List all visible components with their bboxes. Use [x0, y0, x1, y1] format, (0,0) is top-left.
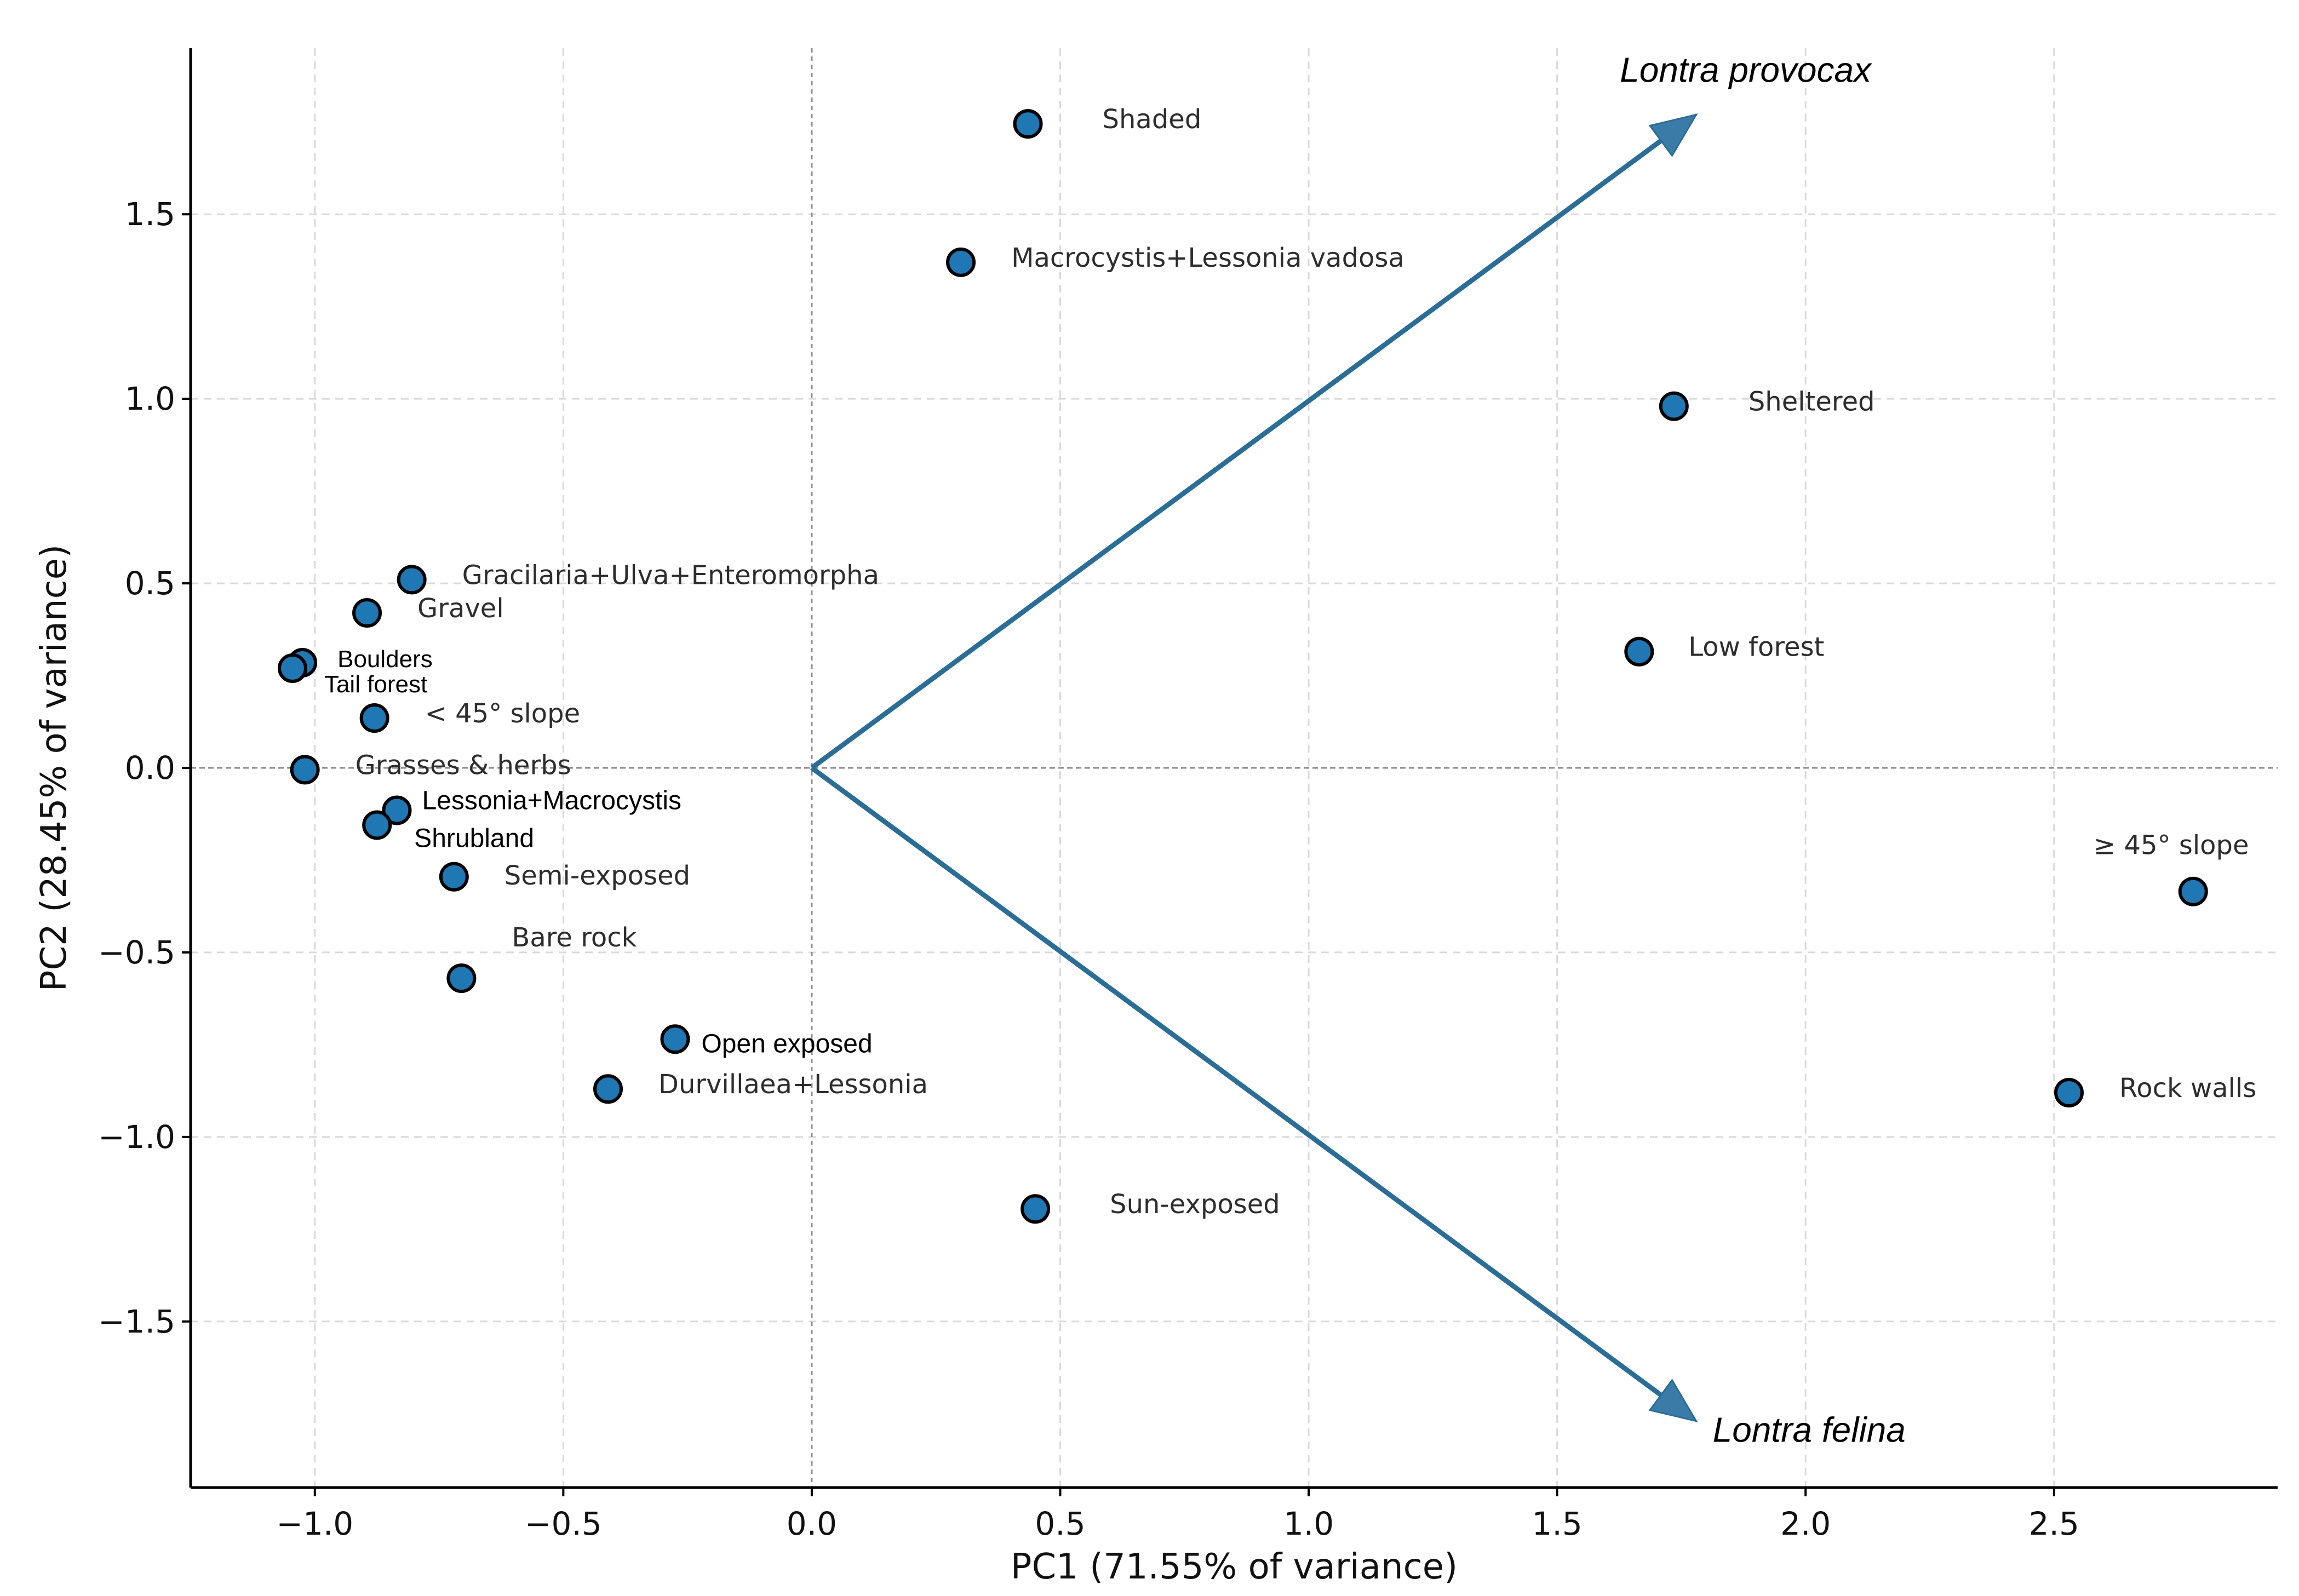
x-axis-label: PC1 (71.55% of variance): [1011, 1547, 1458, 1587]
point-label: Bare rock: [512, 922, 637, 953]
data-point: [382, 795, 412, 825]
vector-line: [810, 139, 1662, 770]
data-point: [1020, 1194, 1051, 1224]
data-point: [2178, 876, 2208, 906]
y-tick-label: 1.5: [125, 196, 175, 233]
y-axis-label: PC2 (28.45% of variance): [34, 544, 74, 991]
point-label: Open exposed: [701, 1029, 872, 1058]
data-point: [446, 963, 477, 994]
vector-label: Lontra provocax: [1620, 50, 1872, 89]
x-tick-label: −0.5: [525, 1505, 602, 1542]
vector-label: Lontra felina: [1713, 1410, 1906, 1450]
y-tick-label: −0.5: [98, 934, 175, 971]
point-label: Gracilaria+Ulva+Enteromorpha: [462, 560, 879, 590]
point-label: Grasses & herbs: [356, 750, 571, 780]
data-point: [439, 862, 469, 892]
vector-arrowhead: [1648, 1379, 1698, 1422]
vector-line: [810, 766, 1662, 1397]
point-label: Boulders: [337, 646, 433, 673]
point-label: Shaded: [1103, 104, 1202, 135]
x-tick-label: 2.0: [1780, 1505, 1831, 1542]
y-tick-label: 0.5: [125, 565, 175, 602]
data-point: [290, 755, 320, 785]
point-label: Sun-exposed: [1110, 1189, 1280, 1220]
data-point: [397, 565, 427, 595]
data-point: [1659, 391, 1689, 421]
point-label: Macrocystis+Lessonia vadosa: [1011, 243, 1404, 273]
data-point: [1624, 636, 1654, 667]
data-point: [362, 810, 392, 840]
point-label: ≥ 45° slope: [2094, 830, 2249, 861]
point-label: Durvillaea+Lessonia: [658, 1069, 928, 1100]
point-label: Gravel: [417, 593, 504, 624]
y-tick-label: −1.0: [98, 1118, 175, 1156]
point-label: Lessonia+Macrocystis: [422, 786, 681, 815]
x-tick-label: 2.5: [2029, 1505, 2079, 1542]
x-tick-label: 0.0: [787, 1505, 837, 1542]
vector-arrowhead: [1648, 113, 1698, 157]
x-tick-label: 0.5: [1035, 1505, 1085, 1542]
grid: [191, 48, 2278, 1488]
data-point: [352, 598, 382, 628]
y-tick-label: 0.0: [125, 749, 175, 786]
point-label: Shrubland: [414, 824, 534, 853]
ticks: −1.0 −0.5 0.0 0.5 1.0 1.5 2.0 2.5 −1.5 −1.0 −0.5 0.…: [98, 196, 2079, 1542]
point-label: Tail forest: [324, 671, 427, 698]
y-tick-label: 1.0: [125, 380, 175, 417]
data-point: [1013, 109, 1043, 139]
point-label: Semi-exposed: [504, 860, 690, 891]
y-tick-label: −1.5: [98, 1303, 175, 1340]
x-tick-label: 1.0: [1283, 1505, 1334, 1542]
data-point: [2054, 1077, 2084, 1107]
data-points: [277, 109, 2208, 1224]
data-point: [593, 1074, 623, 1104]
data-point: [660, 1024, 690, 1054]
loading-vectors: Lontra provocax Lontra felina: [810, 50, 1906, 1450]
zero-lines: [191, 48, 2278, 1488]
point-label: Low forest: [1688, 632, 1824, 663]
data-point: [946, 247, 976, 277]
data-point: [277, 653, 307, 684]
point-label: < 45° slope: [425, 698, 581, 729]
x-tick-label: 1.5: [1532, 1505, 1583, 1542]
point-label: Sheltered: [1748, 387, 1875, 417]
point-label: Rock walls: [2119, 1073, 2256, 1104]
point-labels: Shaded Macrocystis+Lessonia vadosa Shelter…: [324, 104, 2256, 1220]
x-tick-label: −1.0: [276, 1505, 353, 1542]
data-point: [359, 703, 389, 733]
